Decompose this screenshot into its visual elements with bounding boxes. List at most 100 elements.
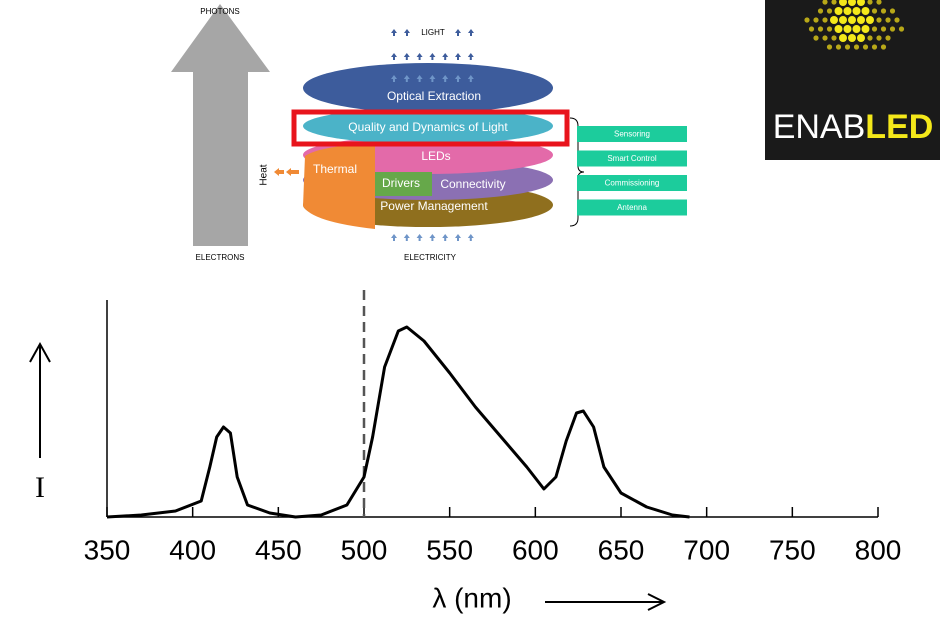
electrons-label: ELECTRONS [196,253,245,262]
flow-arrow [455,53,461,57]
x-axis-label: λ (nm) [432,582,511,613]
logo-dot [848,34,856,42]
layer-label: Quality and Dynamics of Light [348,120,508,134]
logo-dot [889,26,896,32]
logo-dot [889,8,896,14]
highlight-box [291,109,570,147]
logo-dot [804,17,810,23]
logo-dot [834,25,843,33]
flow-arrow [429,53,436,57]
logo-dot [880,44,887,50]
flow-arrow [404,29,410,33]
quality-layer [303,108,553,144]
flow-arrow [391,75,397,79]
layer-label: Drivers [382,176,420,190]
feature-label: Antenna [617,203,647,212]
logo-dot [834,7,843,15]
flow-arrow [442,75,449,79]
x-tick-label: 400 [169,534,216,565]
logo-background [765,0,940,160]
logo-dot [876,0,882,5]
flow-arrow-stem [406,33,408,36]
light-label: LIGHT [421,28,445,37]
flow-arrow [391,234,397,238]
flow-arrow [429,75,436,79]
flow-arrow-stem [418,57,421,60]
flow-arrow-stem [393,33,395,36]
logo-dot [813,35,819,41]
flow-arrow [429,234,436,238]
logo-dot [885,17,891,23]
y-axis-label: I [35,471,45,504]
logo-dot [843,7,852,15]
logo-dot [862,44,869,50]
logo-text-highlight: LED [865,108,933,146]
flow-arrow-stem [470,33,472,36]
flow-arrow-stem [457,33,459,36]
logo-dot [826,44,833,50]
spectrum-line [106,325,690,519]
flow-arrow [442,234,449,238]
logo-dot [876,17,882,23]
flow-arrow-stem [405,238,408,241]
x-tick-label: 550 [426,534,473,565]
logo-dot [822,0,828,5]
logo-dot [867,0,873,5]
x-tick-label: 350 [84,534,131,565]
logo-dot [839,34,847,42]
layer-label: LEDs [421,149,450,163]
flow-arrow-stem [393,57,395,60]
flow-arrow-stem [431,79,434,82]
drivers-block [375,172,432,196]
flow-arrow [442,53,449,57]
flow-arrow [416,75,423,79]
flow-arrow [467,75,474,79]
feature-label: Commissioning [605,179,660,188]
logo-dot [871,26,878,32]
photon-arrow [171,4,270,246]
logo-dot [817,26,824,32]
flow-arrow [403,75,410,79]
flow-arrow-stem [444,57,447,60]
flow-arrow-stem [469,79,472,82]
flow-arrow-stem [405,57,408,60]
flow-arrow-stem [393,79,395,82]
logo-dot [857,34,865,42]
logo-dot [831,0,837,5]
flow-arrow-stem [431,57,434,60]
flow-arrow [416,234,423,238]
logo-dot [871,44,878,50]
logo-dot [830,16,838,24]
logo-dot [857,0,865,6]
logo-dot [822,35,828,41]
flow-arrow-stem [469,57,472,60]
logo-dot [866,16,874,24]
logo-dot [871,8,878,14]
x-tick-label: 450 [255,534,302,565]
layer-label: Power Management [380,199,488,213]
flow-arrow [455,75,461,79]
layer-label: Optical Extraction [387,89,481,103]
logo-dot [880,26,887,32]
logo-dot [894,17,900,23]
logo-dot [835,44,842,50]
logo-dot [861,25,870,33]
flow-arrow-stem [444,79,447,82]
flow-arrow-stem [405,79,408,82]
feature-brace [569,117,585,227]
x-tick-label: 500 [341,534,388,565]
x-tick-label: 600 [512,534,559,565]
logo-dot [857,16,865,24]
y-label-arrowhead [29,341,51,363]
flow-arrow [467,53,474,57]
logo-dot [826,26,833,32]
feature-box [577,150,687,167]
flow-arrow-stem [457,238,459,241]
layer-label: Connectivity [440,177,505,191]
logo-dot [813,17,819,23]
thermal-block [303,143,375,229]
logo-dot [852,25,861,33]
flow-arrow-stem [431,238,434,241]
logo-dot [831,35,837,41]
